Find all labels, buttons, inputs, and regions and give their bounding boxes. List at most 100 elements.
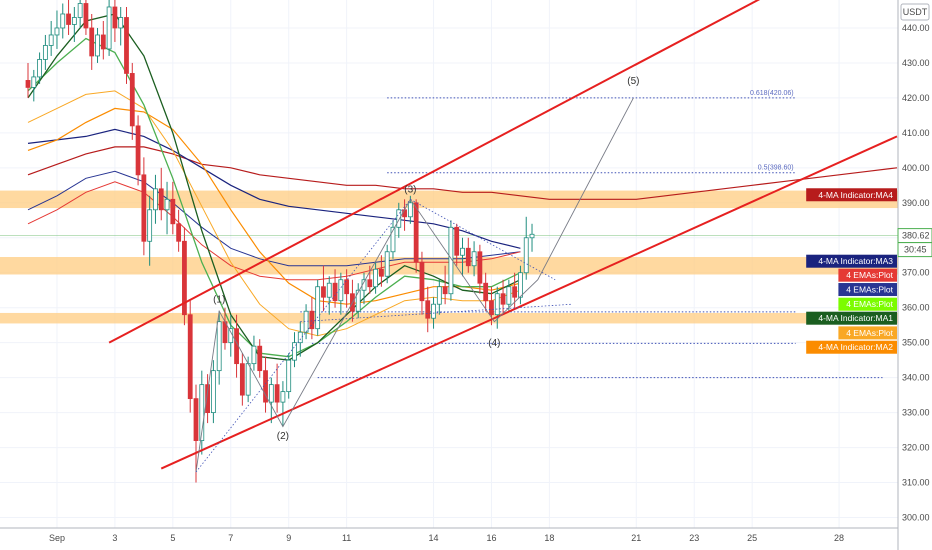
candle-body <box>251 345 257 365</box>
candle[interactable] <box>66 0 71 35</box>
elliott-wave-path[interactable]: (1) (2) (3) (4) (5) <box>195 76 640 473</box>
candle[interactable] <box>187 300 193 413</box>
candle[interactable] <box>124 6 129 84</box>
candle[interactable] <box>95 27 100 63</box>
candle[interactable] <box>367 265 373 294</box>
price-zone[interactable] <box>0 312 898 324</box>
candle[interactable] <box>153 174 158 224</box>
candle[interactable] <box>54 10 60 49</box>
candle[interactable] <box>494 286 500 329</box>
time-axis[interactable]: Sep 3 5 7 9 11 14 16 18 21 23 25 28 <box>0 527 932 550</box>
candle[interactable] <box>425 286 431 333</box>
candle[interactable] <box>378 255 384 287</box>
candle[interactable] <box>83 0 89 35</box>
time-axis-label: 9 <box>286 533 291 543</box>
candle[interactable] <box>60 3 66 39</box>
candle[interactable] <box>355 283 361 319</box>
candle[interactable] <box>407 195 413 224</box>
candle[interactable] <box>344 269 350 308</box>
candle[interactable] <box>477 244 483 294</box>
candle[interactable] <box>483 272 489 312</box>
candle[interactable] <box>436 279 442 315</box>
candle[interactable] <box>199 370 205 455</box>
candle-body <box>112 6 118 29</box>
candle[interactable] <box>106 0 112 56</box>
price-zone[interactable] <box>0 190 898 209</box>
candle[interactable] <box>460 237 465 277</box>
indicator-tag[interactable]: 4 EMAs:Plot <box>838 326 897 340</box>
candle[interactable] <box>384 244 390 284</box>
candle[interactable] <box>390 220 396 259</box>
candle[interactable] <box>465 237 471 273</box>
candle[interactable] <box>523 216 529 280</box>
candle[interactable] <box>274 363 280 413</box>
candle[interactable] <box>442 265 448 305</box>
candle[interactable] <box>454 223 460 266</box>
candle[interactable] <box>182 227 187 326</box>
candle[interactable] <box>129 62 135 140</box>
indicator-tag[interactable]: 4 EMAs:Plot <box>838 297 897 311</box>
candle[interactable] <box>280 381 286 427</box>
candle[interactable] <box>37 52 42 84</box>
candle[interactable] <box>25 62 31 98</box>
channel-upper-line[interactable] <box>108 0 897 344</box>
candle[interactable] <box>373 262 379 294</box>
candle[interactable] <box>112 0 118 42</box>
candle[interactable] <box>419 251 425 315</box>
candle[interactable] <box>164 181 170 235</box>
candle[interactable] <box>158 167 164 221</box>
candle[interactable] <box>147 195 153 266</box>
current-price-label: 380.62 <box>902 231 930 241</box>
candle[interactable] <box>42 34 48 70</box>
indicator-tag[interactable]: 4-MA Indicator:MA4 <box>806 188 897 202</box>
candle[interactable] <box>100 20 106 60</box>
candle[interactable] <box>210 360 216 424</box>
moving-average-line[interactable] <box>27 181 521 281</box>
candle[interactable] <box>141 157 147 256</box>
candlestick-series[interactable] <box>25 0 535 483</box>
indicator-tag[interactable]: 4 EMAs:Plot <box>838 268 897 282</box>
price-scale[interactable]: 440.00 430.00 420.00 410.00 400.00 390.00 380.… <box>897 0 932 550</box>
trend-channel[interactable] <box>108 0 898 470</box>
candle[interactable] <box>413 199 419 273</box>
candle[interactable] <box>529 223 535 252</box>
candle[interactable] <box>48 20 54 56</box>
candle[interactable] <box>89 13 95 70</box>
candle[interactable] <box>176 209 182 252</box>
candle-body <box>378 268 384 277</box>
candle[interactable] <box>77 0 83 28</box>
candle[interactable] <box>71 6 77 42</box>
moving-average-line[interactable] <box>27 146 898 200</box>
candle[interactable] <box>518 265 523 305</box>
candle[interactable] <box>321 265 326 312</box>
candle[interactable] <box>268 377 274 424</box>
candle-body <box>518 272 523 298</box>
candle[interactable] <box>326 276 332 315</box>
candle[interactable] <box>251 335 257 371</box>
candle[interactable] <box>315 279 321 336</box>
candle[interactable] <box>292 332 297 368</box>
indicator-tag[interactable]: 4-MA Indicator:MA3 <box>806 254 897 268</box>
indicator-tag[interactable]: 4-MA Indicator:MA2 <box>806 340 897 354</box>
candle[interactable] <box>286 353 292 399</box>
candle[interactable] <box>309 297 315 340</box>
channel-lower-line[interactable] <box>160 135 898 470</box>
candle[interactable] <box>506 279 512 312</box>
candle[interactable] <box>135 115 141 186</box>
candle[interactable] <box>193 384 199 483</box>
candle[interactable] <box>205 374 210 424</box>
candle[interactable] <box>471 241 477 277</box>
candle[interactable] <box>118 6 124 46</box>
moving-average-line[interactable] <box>27 37 521 358</box>
candle[interactable] <box>31 69 37 102</box>
moving-average-line[interactable] <box>27 170 521 267</box>
candle[interactable] <box>239 353 245 406</box>
indicator-tag[interactable]: 4-MA Indicator:MA1 <box>806 311 897 325</box>
candle[interactable] <box>257 339 263 378</box>
currency-button[interactable]: USDT <box>900 3 930 21</box>
candle[interactable] <box>170 181 176 235</box>
indicator-tag[interactable]: 4 EMAs:Plot <box>838 283 897 297</box>
candle[interactable] <box>216 311 222 385</box>
moving-average-line[interactable] <box>27 128 521 249</box>
